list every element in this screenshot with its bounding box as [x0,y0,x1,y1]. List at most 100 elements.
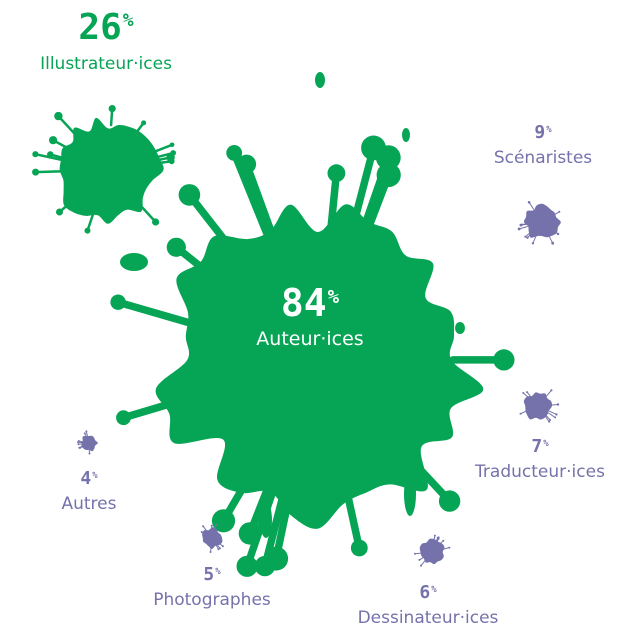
splatter-ray [518,226,528,230]
name-auteur: Auteur·ices [256,328,364,350]
blot-auteur [110,72,515,577]
splatter-drop [315,72,325,88]
splatter-drop [32,168,40,176]
splatter-drop [448,546,451,549]
value-unit: % [546,124,552,135]
splatter-drop [361,135,386,161]
splatter-drop [166,153,175,162]
value-number: 5 [203,564,215,585]
blot-traducteur [519,389,560,423]
value-autres: 4% [0,470,209,488]
splatter-ray [185,191,239,258]
splatter-ray [548,412,556,418]
splatter-drop [84,227,91,234]
splatter-drop [120,253,148,271]
splatter-drop [519,223,523,227]
splatter-drop [558,210,561,213]
label-traducteur: 7% Traducteur·ices [420,436,638,483]
splatter-drop [169,142,175,148]
splatter-ray [348,144,378,234]
splatter-drop [493,349,515,371]
splatter-ray [532,235,537,244]
splatter-drop [141,120,147,126]
value-unit: % [431,584,437,595]
splatter-drop [402,128,410,142]
splatter-drop [236,555,258,577]
splatter-drop [531,242,535,245]
label-auteur: 84% Auteur·ices [190,284,430,351]
blot-scenaristes [517,201,561,245]
splatter-drop [210,524,213,527]
splatter-drop [221,545,224,548]
splatter-ray [57,114,79,139]
splatter-drop [218,547,221,550]
blot-body-illustrateur [59,117,164,224]
splatter-ray [545,389,552,397]
splatter-ray [414,552,422,555]
value-photographes: 5% [92,566,332,584]
splatter-drop [32,151,39,158]
label-photographes: 5% Photographes [92,566,332,611]
splatter-drop [327,164,346,183]
value-unit: % [122,10,134,32]
splatter-drop [88,452,91,455]
splatter-ray [544,415,550,423]
splatter-ray [343,488,364,552]
splatter-drop [527,201,531,204]
blot-body-dessinateur [419,538,445,565]
splatter-ray [86,211,95,232]
splatter-drop [522,392,525,394]
splatter-drop [554,416,557,419]
splatter-drop [551,241,555,245]
splatter-drop [517,227,521,231]
value-dessinateur: 6% [308,584,548,602]
blot-photographes [200,523,224,553]
splatter-ray [114,298,193,327]
splatter-ray [358,153,393,237]
splatter-ray [528,201,535,210]
splatter-ray [137,201,157,224]
value-unit: % [92,470,98,481]
splatter-drop [177,423,195,437]
splatter-drop [54,111,63,121]
splatter-drop [178,184,201,206]
splatter-drop [56,208,63,216]
splatter-drop [209,551,212,553]
value-unit: % [543,438,549,449]
splatter-drop [433,534,436,537]
blot-body-autres [81,435,98,452]
blot-body-auteur [155,204,484,529]
blot-body-traducteur [523,392,553,420]
splatter-ray [261,486,289,570]
splatter-ray [151,160,173,166]
splatter-drop [215,523,218,526]
blot-illustrateur [32,105,176,234]
splatter-drop [436,536,439,539]
splatter-drop [77,443,80,446]
splatter-drop [254,555,276,577]
splatter-drop [550,389,553,392]
splatter-drop [404,472,416,516]
splatter-drop [556,403,560,406]
label-dessinateur: 6% Dessinateur·ices [308,584,548,629]
splatter-drop [110,294,126,310]
value-unit: % [327,285,340,308]
value-number: 7 [531,436,543,457]
splatter-drop [78,446,81,449]
splatter-drop [548,420,551,423]
splatter-drop [83,432,86,435]
splatter-drop [418,558,421,561]
name-scenaristes: Scénaristes [493,148,593,168]
splatter-ray [522,392,530,399]
splatter-drop [166,237,186,257]
splatter-ray [230,149,272,239]
value-scenaristes: 9% [423,124,638,142]
splatter-drop [519,412,522,415]
splatter-drop [226,145,243,161]
splatter-ray [549,410,557,415]
splatter-drop [217,548,220,551]
value-unit: % [215,566,221,577]
splatter-drop [438,490,461,512]
label-scenaristes: 9% Scénaristes [423,124,638,169]
